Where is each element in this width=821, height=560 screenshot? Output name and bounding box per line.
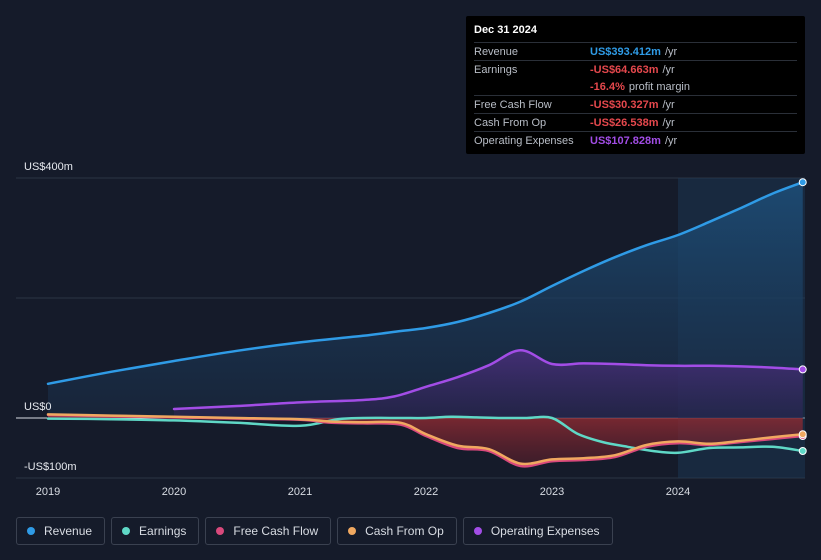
tooltip-value: -16.4% — [590, 80, 625, 93]
y-axis-label: -US$100m — [24, 461, 77, 473]
tooltip-value: -US$26.538m — [590, 116, 659, 129]
tooltip-label: Operating Expenses — [474, 134, 574, 147]
legend-item-operating-expenses[interactable]: Operating Expenses — [462, 517, 613, 545]
tooltip-row-earnings: Earnings -US$64.663m /yr — [474, 60, 797, 78]
cash-from-op-end-marker — [798, 430, 807, 439]
revenue-end-marker — [798, 178, 807, 187]
x-tick-label: 2020 — [162, 486, 186, 498]
operating-expenses-area — [174, 350, 803, 418]
tooltip-row-cfo: Cash From Op -US$26.538m /yr — [474, 113, 797, 131]
legend-dot-icon — [122, 527, 131, 535]
tooltip-suffix: /yr — [662, 63, 675, 76]
tooltip-label: Cash From Op — [474, 116, 547, 129]
cash-from-op-line — [46, 413, 804, 466]
legend-item-free-cash-flow[interactable]: Free Cash Flow — [205, 517, 332, 545]
legend-label: Operating Expenses — [490, 524, 600, 538]
tooltip-label: Free Cash Flow — [474, 98, 552, 111]
legend: Revenue Earnings Free Cash Flow Cash Fro… — [16, 517, 613, 547]
legend-dot-icon — [216, 527, 225, 535]
tooltip-suffix: /yr — [664, 134, 678, 147]
tooltip-value: -US$30.327m — [590, 98, 659, 111]
tooltip-date: Dec 31 2024 — [474, 24, 537, 36]
x-tick-label: 2021 — [288, 486, 312, 498]
x-tick-label: 2023 — [540, 486, 564, 498]
tooltip-suffix: profit margin — [628, 80, 690, 93]
tooltip-label: Revenue — [474, 45, 519, 58]
legend-label: Cash From Op — [365, 524, 444, 538]
revenue-line — [46, 180, 804, 386]
free-cash-flow-area — [48, 415, 803, 467]
tooltip-suffix: /yr — [662, 116, 675, 129]
earnings-line — [46, 415, 804, 455]
tooltip: Dec 31 2024 Revenue US$393.412m /yr Earn… — [466, 16, 805, 154]
legend-item-cash-from-op[interactable]: Cash From Op — [337, 517, 457, 545]
legend-item-revenue[interactable]: Revenue — [16, 517, 106, 545]
legend-item-earnings[interactable]: Earnings — [111, 517, 200, 545]
tooltip-value: US$393.412m — [590, 45, 661, 58]
x-tick-label: 2019 — [36, 486, 60, 498]
x-tick-label: 2024 — [666, 486, 690, 498]
operating-expenses-line — [172, 348, 804, 411]
tooltip-suffix: /yr — [664, 45, 678, 58]
operating-expenses-end-marker — [798, 365, 807, 374]
x-tick-label: 2022 — [414, 486, 438, 498]
revenue-area — [48, 182, 803, 418]
tooltip-row-margin: -16.4% profit margin — [474, 78, 797, 95]
earnings-end-marker — [798, 447, 807, 455]
tooltip-suffix: /yr — [662, 98, 675, 111]
y-axis-label: US$400m — [24, 161, 73, 173]
tooltip-row-fcf: Free Cash Flow -US$30.327m /yr — [474, 95, 797, 113]
tooltip-value: -US$64.663m — [590, 63, 659, 76]
tooltip-label: Earnings — [474, 63, 518, 76]
legend-label: Earnings — [139, 524, 187, 538]
legend-dot-icon — [27, 527, 35, 535]
legend-label: Revenue — [44, 524, 93, 538]
tooltip-value: US$107.828m — [590, 134, 661, 147]
tooltip-row-revenue: Revenue US$393.412m /yr — [474, 42, 797, 60]
tooltip-row-opex: Operating Expenses US$107.828m /yr — [474, 131, 797, 149]
legend-dot-icon — [473, 527, 482, 535]
legend-label: Free Cash Flow — [233, 524, 319, 538]
y-axis-label: US$0 — [24, 401, 52, 413]
legend-dot-icon — [348, 527, 357, 535]
